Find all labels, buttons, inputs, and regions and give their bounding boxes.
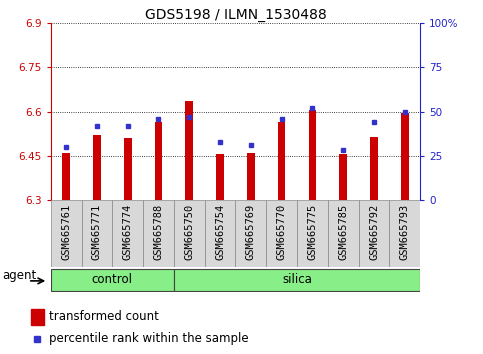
Text: control: control [92,273,133,286]
FancyBboxPatch shape [389,200,420,267]
Text: GSM665788: GSM665788 [154,203,163,259]
FancyBboxPatch shape [328,200,358,267]
Bar [370,137,378,200]
Bar [155,122,162,200]
FancyBboxPatch shape [174,200,205,267]
Text: GSM665771: GSM665771 [92,203,102,259]
Bar [216,154,224,200]
FancyBboxPatch shape [143,200,174,267]
Text: GSM665761: GSM665761 [61,203,71,259]
FancyBboxPatch shape [236,200,266,267]
Text: agent: agent [2,269,37,282]
FancyBboxPatch shape [82,200,112,267]
Bar [401,113,409,200]
FancyBboxPatch shape [297,200,328,267]
FancyBboxPatch shape [51,200,82,267]
Text: percentile rank within the sample: percentile rank within the sample [49,332,249,346]
Bar [309,110,316,200]
Bar [31,309,44,325]
Bar [340,154,347,200]
Text: GSM665769: GSM665769 [246,203,256,259]
Bar [93,135,101,200]
Text: transformed count: transformed count [49,310,159,324]
Bar [278,122,285,200]
Text: GSM665792: GSM665792 [369,203,379,259]
FancyBboxPatch shape [51,268,174,291]
FancyBboxPatch shape [205,200,236,267]
FancyBboxPatch shape [266,200,297,267]
Bar [62,153,70,200]
Title: GDS5198 / ILMN_1530488: GDS5198 / ILMN_1530488 [144,8,327,22]
Text: GSM665774: GSM665774 [123,203,133,259]
FancyBboxPatch shape [358,200,389,267]
Bar [247,153,255,200]
Text: GSM665754: GSM665754 [215,203,225,259]
Text: GSM665775: GSM665775 [308,203,317,259]
Bar [185,101,193,200]
FancyBboxPatch shape [112,200,143,267]
Text: GSM665770: GSM665770 [277,203,286,259]
FancyBboxPatch shape [174,268,420,291]
Text: silica: silica [282,273,312,286]
Text: GSM665785: GSM665785 [338,203,348,259]
Bar [124,138,131,200]
Text: GSM665793: GSM665793 [400,203,410,259]
Text: GSM665750: GSM665750 [185,203,194,259]
